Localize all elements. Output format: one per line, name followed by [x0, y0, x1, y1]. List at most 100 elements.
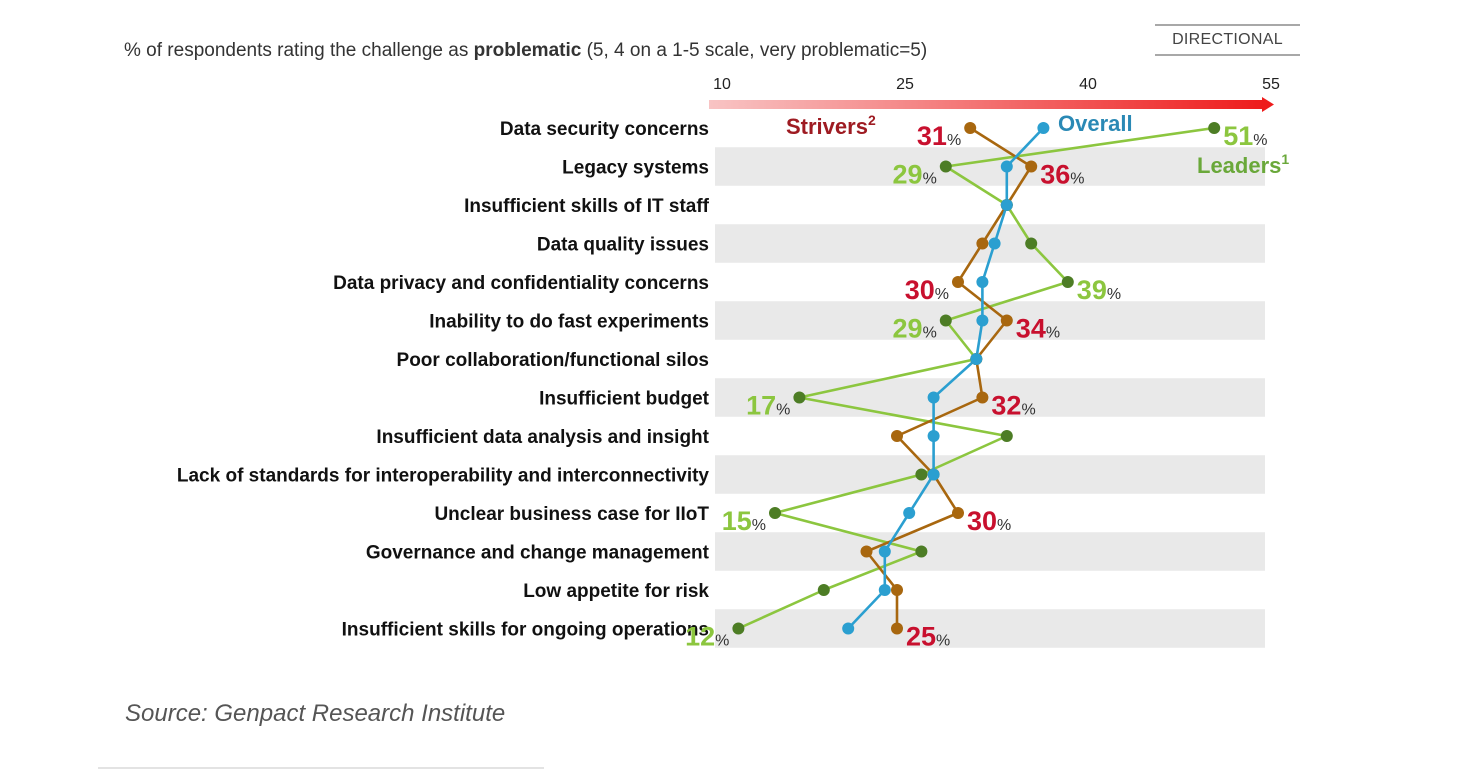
strivers-point [976, 391, 989, 404]
x-axis: 10 25 40 55 [709, 76, 1280, 112]
row-stripe [715, 455, 1265, 494]
row-stripe [715, 147, 1265, 186]
data-label-value: 12 [685, 622, 715, 652]
data-label-value: 30 [967, 506, 997, 536]
category-label: Insufficient skills of IT staff [464, 196, 710, 217]
overall-point [976, 314, 989, 327]
strivers-data-label: 30% [967, 506, 1011, 536]
data-label-percent: % [923, 325, 937, 342]
data-label-percent: % [715, 633, 729, 650]
leaders-point [939, 160, 952, 173]
data-label-value: 30 [905, 275, 935, 305]
strivers-point [891, 622, 903, 635]
subtitle-emphasis: problematic [473, 40, 582, 61]
leaders-data-label: 29% [893, 314, 937, 344]
category-labels: Data security concerns Legacy systems Insu… [177, 119, 710, 641]
overall-point [903, 507, 916, 519]
overall-point [878, 584, 891, 596]
overall-series-line [847, 127, 1045, 630]
leaders-data-label: 12% [685, 622, 729, 652]
leaders-point [769, 507, 781, 519]
legend-label: Strivers [786, 114, 868, 139]
x-tick-label: 55 [1262, 76, 1280, 93]
data-labels: 31% 51%29% 36%30% 39%29% 34%17% 32%15% 30%12% 2… [685, 121, 1267, 652]
data-label-value: 29 [893, 160, 923, 190]
category-label: Data security concerns [500, 119, 709, 140]
x-tick-label: 25 [896, 76, 914, 93]
overall-point [927, 391, 940, 404]
category-label: Data quality issues [537, 235, 709, 256]
data-label-value: 31 [917, 121, 947, 151]
strivers-data-label: 34% [1016, 314, 1060, 344]
category-label: Unclear business case for IIoT [434, 504, 709, 525]
strivers-data-label: 32% [991, 391, 1035, 421]
data-label-percent: % [936, 633, 950, 650]
data-label-value: 17 [746, 391, 776, 421]
legend-leaders: Leaders1 [1197, 151, 1289, 178]
data-label-percent: % [1046, 325, 1060, 342]
direction-arrow-head-icon [1262, 97, 1274, 112]
category-label: Data privacy and confidentiality concern… [333, 273, 709, 294]
overall-point [1000, 199, 1013, 211]
overall-point [970, 353, 983, 365]
legend-overall: Overall [1058, 111, 1133, 136]
direction-arrow-shaft [709, 100, 1264, 109]
dot-plot-chart: 10 25 40 55 Data security concerns Legacy sy… [177, 76, 1290, 652]
strivers-point [860, 545, 873, 558]
strivers-point [891, 584, 903, 596]
legend-footnote-marker: 2 [868, 112, 876, 128]
category-label: Inability to do fast experiments [429, 312, 709, 333]
legend-label: Leaders [1197, 153, 1281, 178]
category-label: Insufficient data analysis and insight [376, 427, 709, 448]
data-label-value: 15 [722, 506, 752, 536]
row-stripe [715, 378, 1265, 417]
strivers-point [952, 276, 964, 288]
legend-footnote-marker: 1 [1281, 151, 1289, 167]
data-label-percent: % [997, 517, 1011, 534]
strivers-point [1025, 160, 1038, 173]
strivers-data-label: 36% [1040, 160, 1084, 190]
subtitle-scale-note: (5, 4 on a 1-5 scale, very problematic=5… [581, 40, 928, 61]
strivers-point [976, 237, 989, 250]
category-label: Governance and change management [366, 543, 710, 564]
overall-point [927, 468, 940, 481]
leaders-data-label: 51% [1223, 121, 1267, 151]
leaders-point [793, 391, 806, 404]
leaders-point [1025, 237, 1038, 250]
strivers-data-label: 25% [906, 622, 950, 652]
row-stripes [715, 147, 1265, 648]
row-stripe [715, 532, 1265, 571]
data-label-percent: % [947, 132, 961, 149]
leaders-point [732, 622, 745, 635]
leaders-point [939, 314, 952, 327]
data-label-percent: % [776, 402, 790, 419]
data-label-value: 51 [1223, 121, 1253, 151]
data-label-percent: % [1253, 132, 1267, 149]
category-label: Insufficient budget [539, 389, 710, 410]
category-label: Poor collaboration/functional silos [397, 350, 709, 371]
data-label-percent: % [752, 517, 766, 534]
overall-point [1037, 122, 1050, 134]
overall-point [842, 622, 855, 635]
legend-label: Overall [1058, 111, 1133, 136]
category-label: Insufficient skills for ongoing operatio… [342, 620, 709, 641]
leaders-point [817, 584, 830, 596]
x-tick-label: 40 [1079, 76, 1097, 93]
leaders-data-label: 29% [893, 160, 937, 190]
leaders-data-label: 15% [722, 506, 766, 536]
strivers-point [1000, 314, 1013, 327]
strivers-point [891, 430, 903, 442]
strivers-point [952, 507, 964, 519]
directional-badge: DIRECTIONAL [1155, 24, 1300, 56]
source-note: Source: Genpact Research Institute [125, 700, 506, 727]
footer-divider [98, 767, 544, 769]
legend: Strivers2 Overall Leaders1 [786, 111, 1289, 178]
leaders-point [1208, 122, 1221, 134]
leaders-data-label: 17% [746, 391, 790, 421]
strivers-data-label: 31% [917, 121, 961, 151]
category-label: Legacy systems [562, 158, 709, 179]
data-label-percent: % [1107, 286, 1121, 303]
data-label-value: 39 [1077, 275, 1107, 305]
leaders-point [915, 468, 928, 481]
row-stripe [715, 609, 1265, 648]
